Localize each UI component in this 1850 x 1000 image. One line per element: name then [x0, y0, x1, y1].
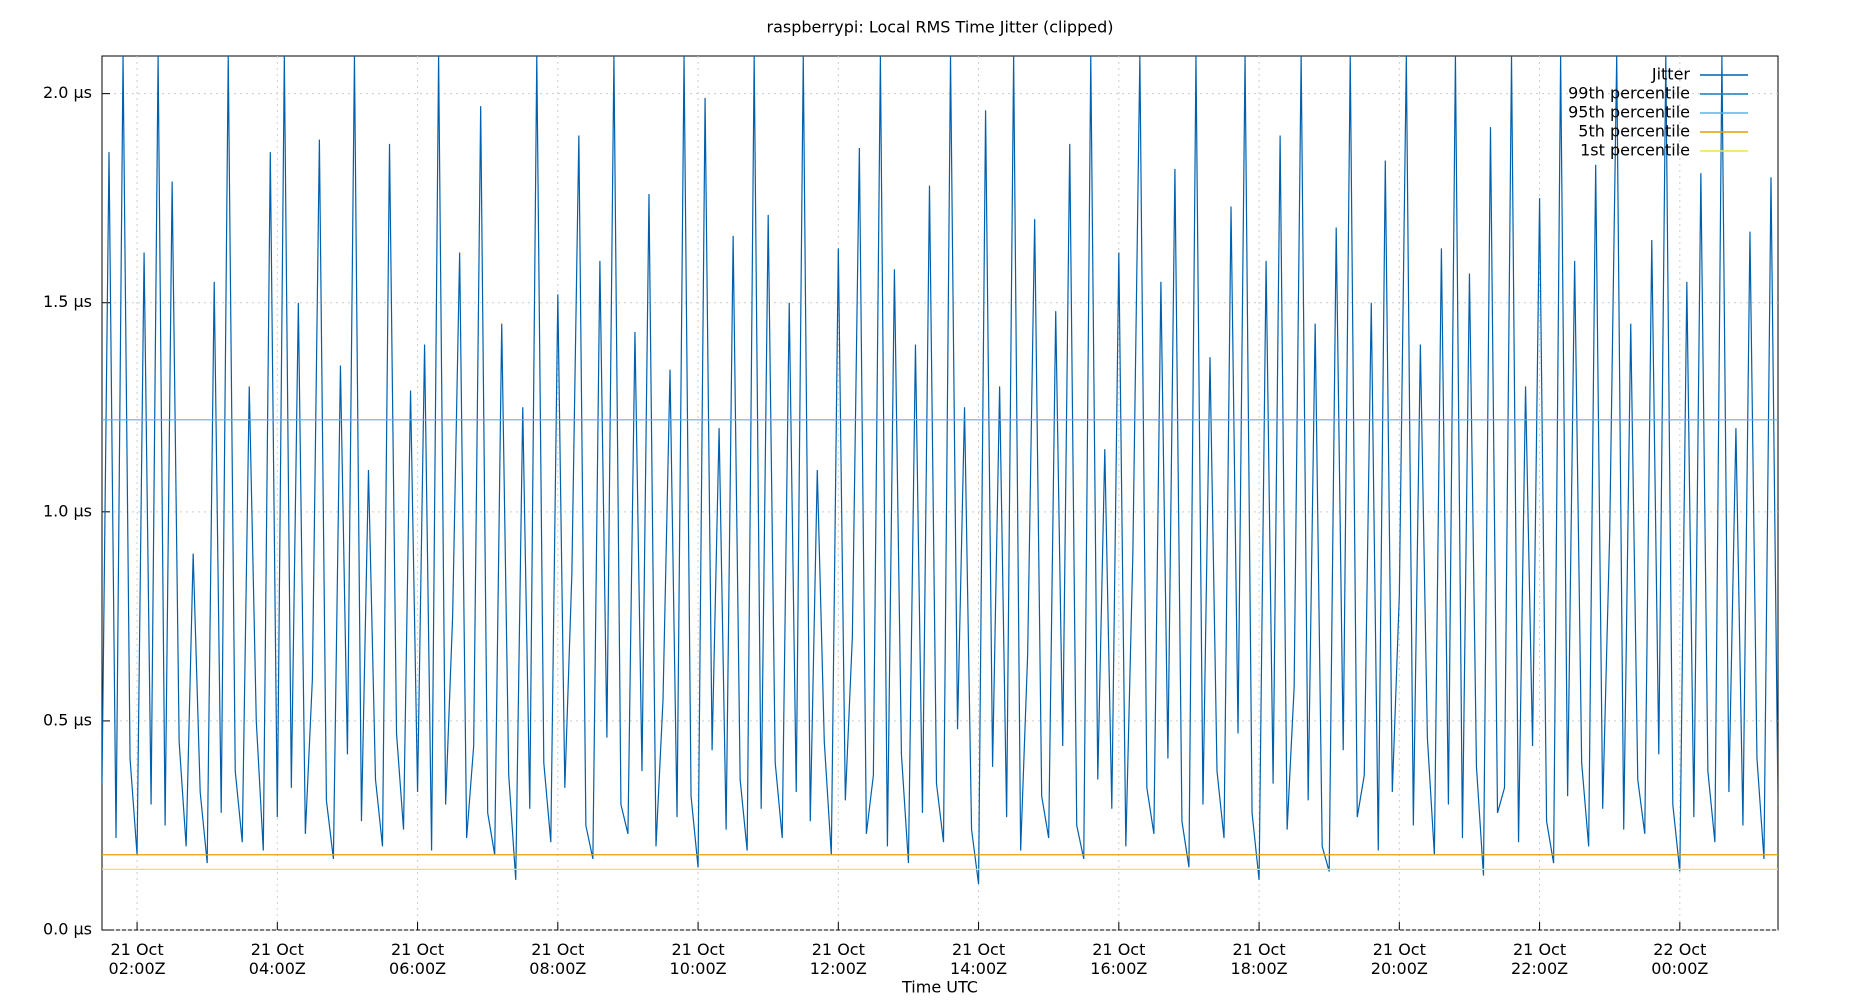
plot-area: [102, 56, 1778, 885]
legend-label: 5th percentile: [1578, 122, 1690, 141]
legend-label: 1st percentile: [1580, 141, 1690, 160]
x-tick-label: 21 Oct 18:00Z: [1230, 940, 1288, 978]
x-tick-label: 21 Oct 14:00Z: [950, 940, 1008, 978]
plot-frame: [101, 55, 1779, 931]
legend-label: 99th percentile: [1568, 84, 1690, 103]
x-tick-label: 21 Oct 16:00Z: [1090, 940, 1148, 978]
x-tick-label: 22 Oct 00:00Z: [1651, 940, 1709, 978]
x-axis-label: Time UTC: [901, 978, 978, 997]
y-tick-label: 1.0 μs: [43, 501, 92, 520]
x-tick-label: 21 Oct 08:00Z: [529, 940, 587, 978]
legend-label: Jitter: [1651, 65, 1691, 84]
chart-title: raspberrypi: Local RMS Time Jitter (clip…: [767, 18, 1114, 37]
y-tick-label: 0.5 μs: [43, 710, 92, 729]
x-tick-label: 21 Oct 10:00Z: [669, 940, 727, 978]
y-tick-label: 1.5 μs: [43, 292, 92, 311]
jitter-line: [102, 56, 1778, 885]
x-tick-label: 21 Oct 22:00Z: [1511, 940, 1569, 978]
legend-label: 95th percentile: [1568, 103, 1690, 122]
x-tick-label: 21 Oct 06:00Z: [389, 940, 447, 978]
x-tick-label: 21 Oct 04:00Z: [248, 940, 306, 978]
y-tick-label: 0.0 μs: [43, 920, 92, 939]
x-tick-label: 21 Oct 20:00Z: [1370, 940, 1428, 978]
x-tick-label: 21 Oct 02:00Z: [108, 940, 166, 978]
y-tick-label: 2.0 μs: [43, 83, 92, 102]
x-tick-label: 21 Oct 12:00Z: [809, 940, 867, 978]
